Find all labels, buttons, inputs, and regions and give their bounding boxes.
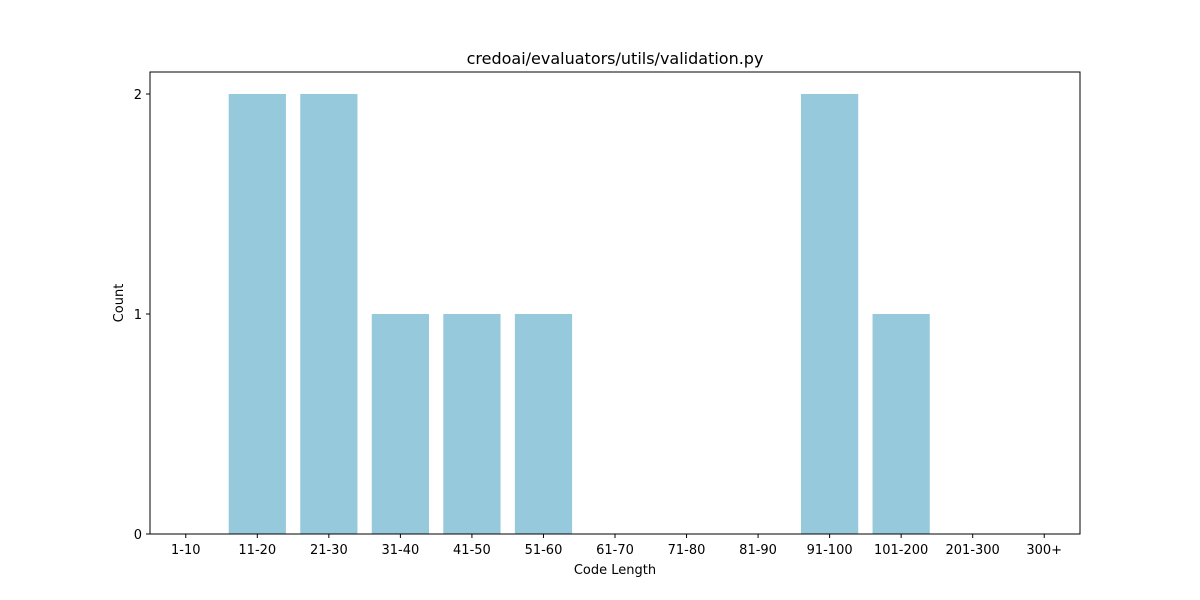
bars-group (228, 94, 930, 534)
y-axis-ticks: 0 1 2 (134, 88, 150, 543)
x-tick-label: 41-50 (453, 543, 491, 558)
plot-area-frame (149, 71, 1081, 535)
bar-21-30 (300, 94, 358, 534)
x-tick-label: 201-300 (946, 543, 1000, 558)
y-tick-label: 0 (134, 528, 142, 543)
x-axis-ticks: 1-10 11-20 21-30 31-40 41-50 51-60 61-70 71-80 8… (171, 534, 1062, 558)
x-tick-label: 31-40 (381, 543, 419, 558)
y-axis-label: Count (112, 284, 127, 323)
x-tick-label: 300+ (1026, 543, 1062, 558)
x-tick-label: 71-80 (668, 543, 706, 558)
bar-51-60 (514, 314, 573, 534)
y-tick-label: 2 (134, 88, 142, 103)
x-tick-label: 91-100 (807, 543, 853, 558)
bar-41-50 (443, 314, 501, 534)
bar-101-200 (872, 314, 930, 534)
x-tick-label: 21-30 (310, 543, 348, 558)
bar-31-40 (371, 314, 429, 534)
x-tick-label: 51-60 (525, 543, 563, 558)
y-tick-label: 1 (134, 308, 142, 323)
x-tick-label: 61-70 (596, 543, 634, 558)
bar-11-20 (228, 94, 286, 534)
x-tick-label: 101-200 (874, 543, 928, 558)
x-axis-label: Code Length (574, 563, 656, 578)
x-tick-label: 11-20 (238, 543, 276, 558)
bar-91-100 (801, 94, 859, 534)
x-tick-label: 81-90 (739, 543, 777, 558)
chart-title: credoai/evaluators/utils/validation.py (467, 49, 764, 68)
x-tick-label: 1-10 (171, 543, 201, 558)
